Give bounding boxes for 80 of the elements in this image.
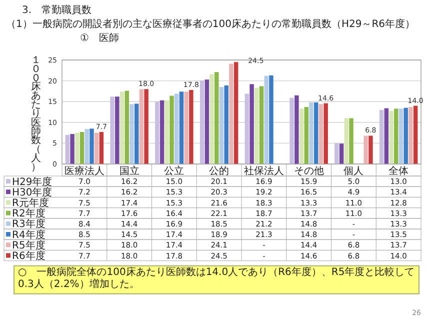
bar [413, 106, 418, 164]
x-tick-label: 全体 [388, 165, 409, 177]
bar [130, 104, 134, 164]
legend-label: H29年度 [12, 176, 52, 188]
bar [204, 80, 210, 164]
bar [144, 89, 148, 164]
x-tick-label: 医療法人 [64, 165, 104, 177]
bar [170, 96, 174, 164]
bar [379, 110, 384, 164]
chart-title: 3. 常勤職員数 [22, 4, 92, 16]
bar [99, 132, 104, 164]
bar [349, 118, 354, 164]
bar [110, 96, 114, 164]
bar [339, 144, 344, 164]
bar [134, 104, 139, 164]
bar [264, 76, 268, 164]
legend-label: R元年度 [12, 197, 49, 209]
bar [324, 103, 328, 164]
bar [155, 102, 160, 164]
x-tick-label: 公立 [164, 165, 184, 177]
bar [314, 102, 318, 164]
x-tick-label: 個人 [344, 166, 364, 177]
bar [364, 136, 368, 164]
bar [229, 64, 234, 164]
bar [244, 94, 250, 164]
legend-label: R5年度 [12, 239, 46, 252]
bar [334, 143, 339, 164]
bar [408, 107, 413, 164]
bar [368, 136, 373, 164]
bar [200, 80, 204, 164]
bar [269, 75, 274, 164]
bar [214, 72, 219, 164]
bar [384, 108, 389, 164]
bar [389, 110, 394, 164]
x-tick-label: 社保法人 [244, 165, 284, 177]
bar [75, 132, 80, 164]
text: ① 医師 [80, 32, 119, 44]
chart-subtitle: （1）一般病院の開設者別の主な医療従事者の100床あたりの常勤職員数（H29～R6年度） [6, 18, 416, 30]
bar [124, 90, 130, 164]
bar [224, 85, 228, 164]
text: １００床あたり医師数（人） [31, 55, 41, 173]
bar [94, 132, 99, 164]
bar [164, 100, 170, 164]
bar [139, 89, 144, 164]
bar [184, 92, 188, 164]
bar [120, 92, 124, 164]
bar [398, 108, 404, 164]
legend-label: R4年度 [12, 228, 46, 241]
bar [318, 104, 324, 164]
bar [309, 102, 314, 164]
bar [90, 128, 94, 164]
bar [254, 88, 259, 164]
bar [404, 108, 408, 164]
bar [304, 107, 309, 164]
bar [70, 134, 74, 164]
bar [174, 94, 179, 164]
bar [160, 100, 164, 164]
bar [299, 108, 304, 164]
legend-label: R6年度 [12, 250, 46, 262]
legend-label: H30年度 [12, 186, 52, 198]
bar [294, 95, 299, 164]
bar [179, 92, 184, 164]
legend-label: R2年度 [12, 208, 46, 220]
bar [219, 87, 224, 164]
x-tick-label: その他 [294, 165, 324, 177]
bar [344, 118, 349, 164]
legend-label: R3年度 [12, 218, 46, 230]
bar [210, 74, 214, 164]
bar [115, 96, 120, 164]
bar [290, 98, 294, 164]
bar [250, 84, 254, 164]
bar [259, 86, 264, 164]
x-tick-label: 公的 [209, 165, 230, 177]
bar [84, 129, 89, 164]
bar [65, 134, 70, 164]
bar [80, 132, 84, 164]
x-tick-label: 国立 [119, 165, 140, 177]
bar [234, 62, 238, 164]
bar [394, 108, 398, 164]
bar [189, 90, 194, 164]
